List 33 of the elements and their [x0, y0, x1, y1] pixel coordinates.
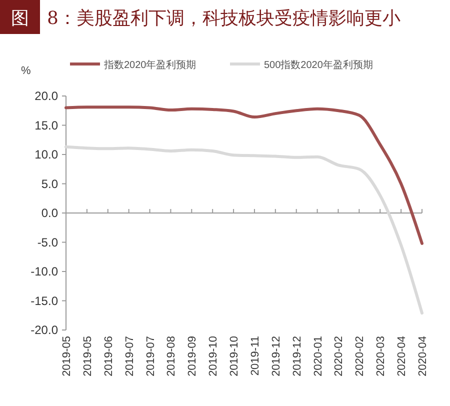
x-tick-label: 2019-11: [249, 336, 262, 376]
y-tick-label: 0.0: [41, 206, 58, 220]
x-tick-label: 2019-10: [228, 336, 241, 376]
line-series: [64, 145, 424, 315]
y-axis-title: %: [21, 65, 31, 77]
x-tick-label: 2020-01: [312, 336, 324, 376]
y-tick-label: -10.0: [30, 264, 58, 279]
y-tick-label: -15.0: [30, 294, 58, 308]
x-tick-label: 2019-05: [82, 336, 94, 376]
x-tick-label: 2019-05: [61, 336, 73, 376]
y-tick-label: 15.0: [34, 118, 58, 132]
x-tick-label: 2019-06: [102, 336, 115, 376]
y-tick-label: 5.0: [41, 176, 58, 191]
x-tick-label: 2020-02: [354, 336, 366, 376]
x-tick-label: 2019-08: [166, 336, 178, 376]
legend-label: 500指数2020年盈利预期: [264, 59, 373, 71]
x-tick-label: 2020-03: [375, 336, 388, 376]
y-tick-label: 10.0: [34, 148, 58, 162]
y-tick-label: 20.0: [34, 89, 58, 104]
x-tick-label: 2019-12: [291, 336, 304, 376]
x-tick-label: 2019-07: [124, 336, 136, 376]
y-tick-label: -5.0: [37, 235, 58, 250]
y-tick-label: -20.0: [30, 323, 58, 338]
x-tick-label: 2020-04: [417, 336, 429, 376]
x-tick-label: 2020-04: [396, 336, 408, 376]
x-tick-label: 2019-07: [144, 336, 157, 376]
x-tick-label: 2020-02: [333, 336, 346, 376]
chart-title: 图 8：美股盈利下调，科技板块受疫情影响更小: [11, 8, 400, 29]
x-tick-label: 2019-10: [208, 336, 220, 376]
x-tick-label: 2019-09: [186, 336, 199, 376]
legend-label: 指数2020年盈利预期: [103, 59, 196, 71]
line-series: [64, 106, 424, 245]
x-tick-label: 2019-12: [270, 336, 282, 376]
